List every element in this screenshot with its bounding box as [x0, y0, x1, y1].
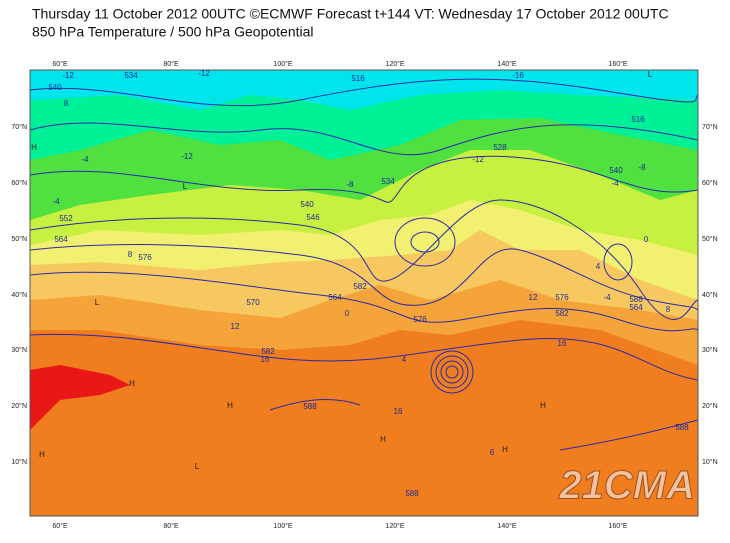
contour-label: 16 — [394, 407, 403, 416]
contour-label: -12 — [198, 69, 210, 78]
lat-label: 30°N — [11, 346, 27, 354]
contour-label: 588 — [303, 402, 317, 411]
contour-label: 6 — [490, 448, 495, 457]
lon-label: 140°E — [497, 522, 516, 530]
contour-label: 546 — [306, 213, 320, 222]
contour-label: 4 — [596, 262, 601, 271]
lon-label: 60°E — [52, 60, 68, 68]
lat-label: 60°N — [11, 179, 27, 187]
contour-label: 540 — [609, 166, 623, 175]
lon-label: 120°E — [385, 60, 404, 68]
contour-label: 8 — [666, 305, 671, 314]
pressure-mark: H — [31, 143, 37, 152]
contour-label: -4 — [81, 155, 89, 164]
pressure-mark: L — [95, 298, 100, 307]
lat-label: 10°N — [11, 458, 27, 466]
subtitle: 850 hPa Temperature / 500 hPa Geopotenti… — [32, 24, 314, 40]
contour-label: 8 — [128, 250, 133, 259]
lat-label: 10°N — [702, 458, 718, 466]
lon-label: 160°E — [608, 522, 627, 530]
lon-label: 100°E — [273, 522, 292, 530]
lon-label: 160°E — [608, 60, 627, 68]
map-fill — [30, 70, 698, 516]
contour-label: 12 — [231, 322, 240, 331]
lon-label: 80°E — [163, 522, 179, 530]
contour-label: 516 — [351, 74, 365, 83]
contour-label: 564 — [54, 235, 68, 244]
contour-label: -8 — [346, 180, 354, 189]
title: Thursday 11 October 2012 00UTC ©ECMWF Fo… — [32, 6, 669, 22]
contour-label: 552 — [59, 214, 73, 223]
contour-label: 8 — [64, 99, 69, 108]
pressure-mark: L — [195, 462, 200, 471]
contour-label: 540 — [300, 200, 314, 209]
lat-label: 20°N — [11, 402, 27, 410]
contour-label: 12 — [529, 293, 538, 302]
contour-label: 564 — [328, 293, 342, 302]
lat-label: 60°N — [702, 179, 718, 187]
lat-label: 70°N — [702, 123, 718, 131]
contour-label: 0 — [644, 235, 649, 244]
pressure-mark: H — [540, 401, 546, 410]
contour-label: 588 — [675, 423, 689, 432]
contour-label: 534 — [381, 177, 395, 186]
pressure-mark: H — [39, 450, 45, 459]
contour-label: 516 — [631, 115, 645, 124]
contour-label: 576 — [555, 293, 569, 302]
contour-label: 576 — [138, 253, 152, 262]
lon-label: 80°E — [163, 60, 179, 68]
contour-label: 582 — [353, 282, 367, 291]
lon-label: 100°E — [273, 60, 292, 68]
lat-label: 20°N — [702, 402, 718, 410]
contour-label: 576 — [413, 315, 427, 324]
contour-label: 582 — [555, 309, 569, 318]
lon-label: 140°E — [497, 60, 516, 68]
lat-label: 30°N — [702, 346, 718, 354]
pressure-mark: L — [648, 70, 653, 79]
contour-label: 582 — [261, 347, 275, 356]
contour-label: 4 — [402, 355, 407, 364]
contour-label: -12 — [472, 155, 484, 164]
pressure-mark: H — [227, 401, 233, 410]
contour-label: -12 — [181, 152, 193, 161]
watermark: 21CMA — [558, 464, 695, 508]
pressure-mark: H — [502, 445, 508, 454]
map-frame — [29, 69, 699, 517]
contour-label: 16 — [558, 339, 567, 348]
pressure-mark: H — [129, 379, 135, 388]
contour-label: -4 — [611, 179, 619, 188]
lat-label: 40°N — [11, 291, 27, 299]
lat-label: 70°N — [11, 123, 27, 131]
contours — [30, 78, 698, 451]
lat-label: 50°N — [702, 235, 718, 243]
contour-label: 528 — [493, 143, 507, 152]
lon-label: 120°E — [385, 522, 404, 530]
pressure-mark: H — [380, 435, 386, 444]
pressure-mark: L — [183, 182, 188, 191]
lat-label: 40°N — [702, 291, 718, 299]
contour-label: -4 — [603, 293, 611, 302]
contour-label: 16 — [261, 355, 270, 364]
contour-label: 564 — [629, 303, 643, 312]
lat-label: 50°N — [11, 235, 27, 243]
contour-label: 0 — [345, 309, 350, 318]
contour-label: -12 — [62, 71, 74, 80]
contour-label: 534 — [124, 71, 138, 80]
contour-label: 570 — [246, 298, 260, 307]
contour-label: -16 — [512, 71, 524, 80]
map-labels: 60°E 60°E 80°E 80°E 100°E 100°E 120°E 120°E 140°… — [11, 60, 717, 530]
contour-label: 588 — [629, 295, 643, 304]
contour-label: 588 — [405, 489, 419, 498]
contour-label: 540 — [48, 83, 62, 92]
contour-label: -8 — [638, 163, 646, 172]
lon-label: 60°E — [52, 522, 68, 530]
contour-label: -4 — [52, 197, 60, 206]
